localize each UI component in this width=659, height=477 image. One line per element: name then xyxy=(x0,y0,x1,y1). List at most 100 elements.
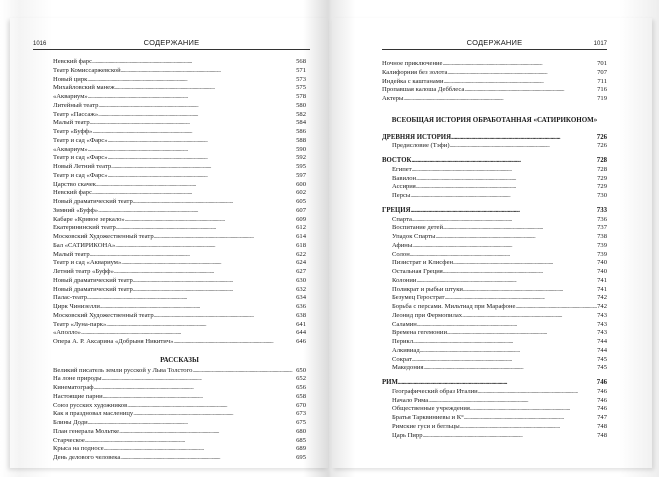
toc-entry: Малый театр 584 xyxy=(53,119,306,128)
entry-title: «Аполло» xyxy=(53,329,81,337)
entry-title: Остальная Греция xyxy=(392,268,443,275)
dot-leader xyxy=(450,142,598,151)
dot-leader xyxy=(410,251,597,260)
entry-page: 605 xyxy=(296,198,306,205)
entry-title: Михайловский манеж xyxy=(53,84,115,92)
entry-title: Невский фарс xyxy=(53,58,93,65)
dot-leader xyxy=(154,233,296,242)
toc-entry: «Аквариум» 590 xyxy=(53,146,306,155)
entry-page: 689 xyxy=(296,445,306,453)
entry-page: 588 xyxy=(296,136,306,144)
toc-entry: Литейный театр 580 xyxy=(53,102,306,111)
entry-page: 729 xyxy=(597,174,607,182)
dot-leader xyxy=(92,189,296,198)
dot-leader xyxy=(88,93,296,102)
entry-title: Македония xyxy=(392,364,424,372)
part-page: 733 xyxy=(596,206,607,214)
dot-leader xyxy=(119,428,296,437)
dot-leader xyxy=(94,384,297,393)
entry-page: 739 xyxy=(597,250,607,258)
toc-entry: Актеры 719 xyxy=(382,95,607,104)
entry-title: Борьба с персами. Мильтиад при Марафоне xyxy=(392,303,516,310)
entry-page: 675 xyxy=(296,419,306,426)
entry-page: 747 xyxy=(597,414,607,421)
part-heading: ГРЕЦИЯ 733 xyxy=(382,207,607,216)
entry-title: Сократ xyxy=(392,355,412,363)
toc-entry: Братья Тарквиниевы и К° 747 xyxy=(382,414,607,423)
entry-page: 650 xyxy=(296,366,306,374)
entry-title: Перикл xyxy=(392,338,414,345)
entry-page: 573 xyxy=(296,75,306,83)
toc-entry: Палас-театр 634 xyxy=(53,294,306,303)
toc-entry: Настоящие парни 658 xyxy=(53,393,306,402)
entry-page: 737 xyxy=(597,224,607,232)
toc-entry: Времена гегемонии 743 xyxy=(382,329,607,338)
entry-page: 743 xyxy=(597,329,607,337)
entry-title: Как я праздновал масленицу xyxy=(53,410,134,418)
dot-leader xyxy=(515,303,597,312)
entry-page: 632 xyxy=(296,285,306,293)
toc-entry: План генерала Мольтке 680 xyxy=(53,428,306,437)
toc-entry: Театр и сад «Аквариум» 624 xyxy=(53,259,306,268)
entry-page: 644 xyxy=(296,329,306,337)
entry-title: Театр «Буфф» xyxy=(53,128,93,135)
toc-entry: День делового человека 695 xyxy=(53,454,306,463)
entry-title: Театр и сад «Фарс» xyxy=(53,171,108,179)
entry-page: 743 xyxy=(597,320,607,328)
header-title: СОДЕРЖАНИЕ xyxy=(143,38,200,47)
entry-page: 716 xyxy=(597,86,607,94)
dot-leader xyxy=(103,393,297,402)
entry-title: Египет xyxy=(392,165,412,173)
entry-title: Невский фарс xyxy=(53,189,93,197)
toc-entry: Михайловский манеж 575 xyxy=(53,84,306,93)
entry-page: 627 xyxy=(296,268,306,275)
entry-title: Индейка с каштанами xyxy=(382,77,444,85)
dot-leader xyxy=(464,414,597,423)
toc-entry: Калифорния без золота 707 xyxy=(382,69,607,78)
entry-title: Цирк Чинизелли xyxy=(53,303,100,310)
toc-entry: Кинематограф 656 xyxy=(53,384,306,393)
dot-leader xyxy=(412,356,597,365)
entry-title: Ночное приключение xyxy=(382,60,443,67)
dot-leader xyxy=(453,259,597,268)
toc-entry: Театр «Буфф» 586 xyxy=(53,128,306,137)
dot-leader xyxy=(88,146,296,155)
dot-leader xyxy=(115,84,296,93)
dot-leader xyxy=(420,347,597,356)
entry-page: 745 xyxy=(597,355,607,363)
entry-title: Актеры xyxy=(382,95,404,102)
entry-page: 685 xyxy=(296,436,306,444)
entry-title: Кинематограф xyxy=(53,384,94,391)
toc-entry: Пизистрат и Клисфен 740 xyxy=(382,259,607,268)
dot-leader xyxy=(442,60,597,69)
entry-page: 746 xyxy=(597,387,607,395)
entry-title: Ассирия xyxy=(392,183,416,191)
entry-page: 609 xyxy=(296,215,306,223)
entry-page: 711 xyxy=(597,77,607,85)
entry-page: 742 xyxy=(597,303,607,310)
entry-title: Царь Пирр xyxy=(392,431,423,439)
toc-entry: Римские гуси и бегльцы 748 xyxy=(382,423,607,432)
toc-entry: Пропавшая калоша Дебблеса 716 xyxy=(382,86,607,95)
toc-entry: Бал «САТИРИКОНА» 618 xyxy=(53,242,306,251)
entry-page: 746 xyxy=(597,405,607,413)
toc-entry: Московский Художественный театр 638 xyxy=(53,312,306,321)
entry-title: Союз русских художников xyxy=(53,401,128,409)
entry-page: 568 xyxy=(296,58,306,65)
toc-list: Невский фарс568Театр Комиссаржевской571Н… xyxy=(53,58,306,463)
section-title: ВСЕОБЩАЯ ИСТОРИЯ ОБРАБОТАННАЯ «САТИРИКОН… xyxy=(391,115,598,124)
entry-page: 730 xyxy=(597,192,607,199)
entry-title: Братья Тарквиниевы и К° xyxy=(392,414,464,421)
entry-title: Воспитание детей xyxy=(392,224,443,232)
part-title: ВОСТОК xyxy=(382,157,412,164)
entry-page: 602 xyxy=(296,189,306,197)
dot-leader xyxy=(115,242,296,251)
dot-leader xyxy=(90,251,296,260)
toc-entry: Театр и сад «Фарс» 592 xyxy=(53,154,306,163)
toc-entry: Персы 730 xyxy=(382,192,607,201)
part-page: 726 xyxy=(596,133,607,141)
header-title: СОДЕРЖАНИЕ xyxy=(466,38,523,47)
entry-page: 641 xyxy=(296,320,306,328)
toc-entry: Саламин 743 xyxy=(382,321,607,330)
